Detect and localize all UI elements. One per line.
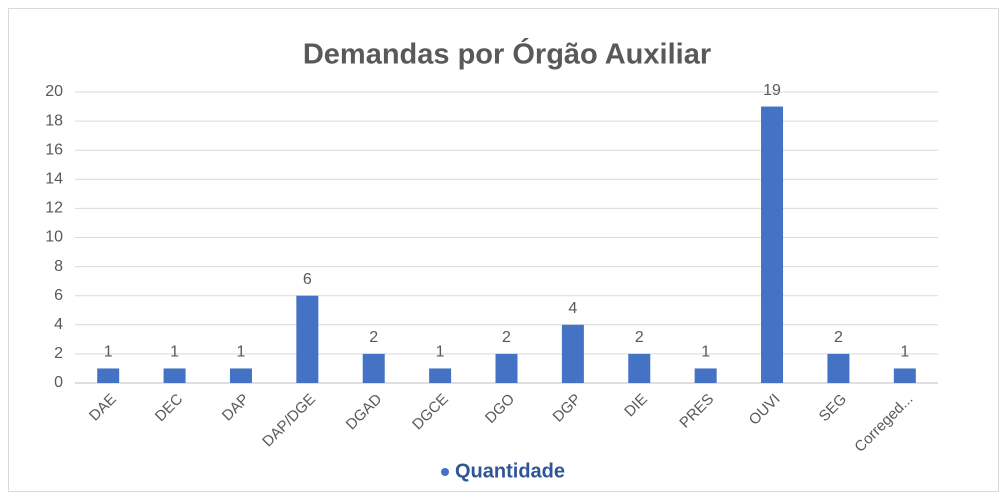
bar	[827, 353, 850, 383]
legend: Quantidade	[441, 460, 565, 482]
y-tick-label: 6	[54, 287, 63, 304]
y-tick-label: 18	[45, 112, 63, 129]
data-label: 1	[104, 344, 113, 361]
bar	[694, 368, 717, 383]
y-tick-label: 4	[54, 316, 63, 333]
data-label: 1	[237, 344, 246, 361]
bar	[628, 353, 651, 383]
bar	[296, 295, 319, 383]
legend-label: Quantidade	[455, 460, 565, 482]
chart-title: Demandas por Órgão Auxiliar	[303, 37, 711, 71]
y-tick-label: 2	[54, 345, 63, 362]
y-tick-label: 12	[45, 200, 63, 217]
y-tick-label: 0	[54, 374, 63, 391]
bar	[362, 353, 385, 383]
chart-border	[8, 8, 999, 492]
y-tick-label: 20	[45, 83, 63, 100]
data-label: 1	[436, 344, 445, 361]
data-label: 2	[834, 329, 843, 346]
bar	[761, 106, 784, 384]
bar	[97, 368, 120, 383]
data-label: 2	[502, 329, 511, 346]
data-label: 1	[170, 344, 179, 361]
y-tick-label: 16	[45, 141, 63, 158]
bar	[893, 368, 916, 383]
bar	[429, 368, 452, 383]
data-label: 1	[701, 344, 710, 361]
bar	[163, 368, 186, 383]
y-tick-label: 8	[54, 258, 63, 275]
data-label: 19	[763, 82, 781, 99]
legend-marker	[441, 468, 449, 476]
data-label: 2	[635, 329, 644, 346]
data-label: 2	[369, 329, 378, 346]
data-label: 6	[303, 271, 312, 288]
bar	[561, 324, 584, 383]
bar	[495, 353, 518, 383]
data-label: 4	[568, 300, 577, 317]
bar	[229, 368, 252, 383]
data-label: 1	[900, 344, 909, 361]
y-tick-label: 14	[45, 171, 63, 188]
y-tick-label: 10	[45, 229, 63, 246]
